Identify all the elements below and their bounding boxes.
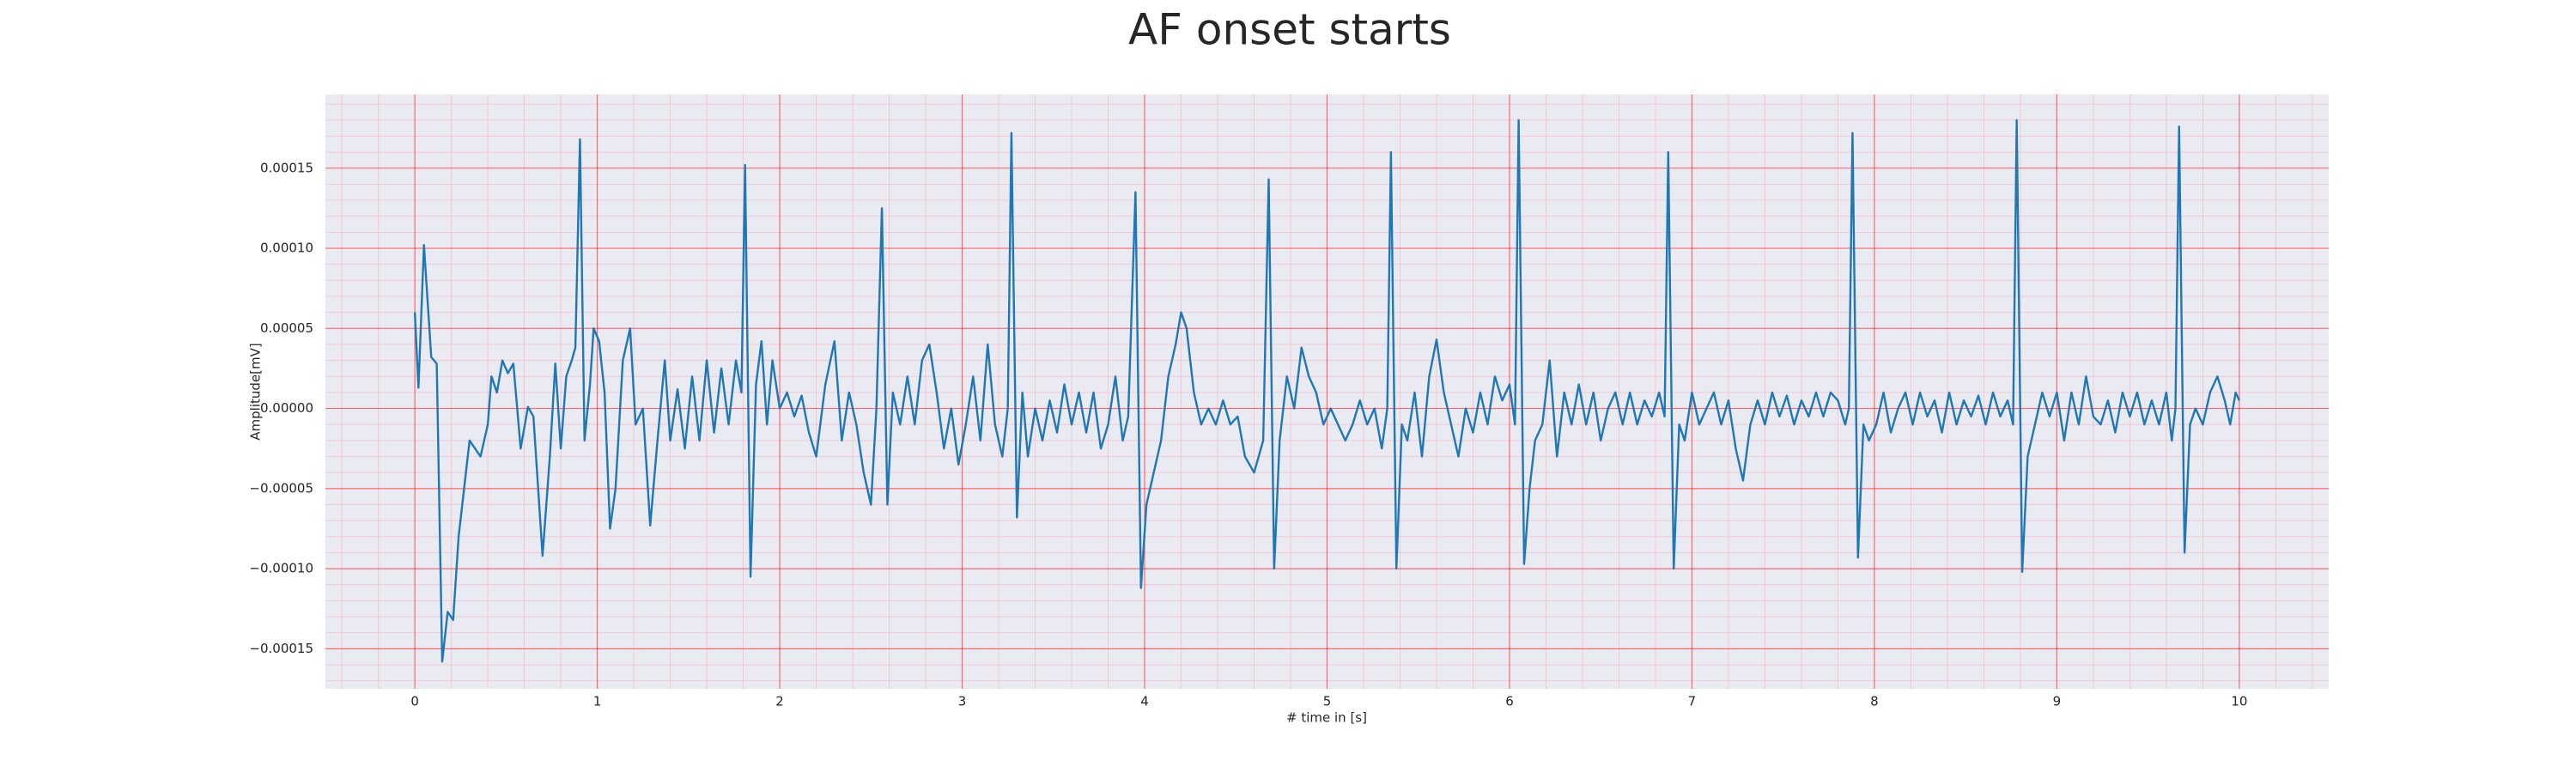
line-series bbox=[413, 119, 2240, 663]
y-tick-label: −0.00005 bbox=[249, 480, 313, 496]
x-tick-label: 1 bbox=[593, 694, 602, 709]
x-tick-label: 4 bbox=[1140, 694, 1149, 709]
x-tick-label: 8 bbox=[1870, 694, 1879, 709]
x-tick-label: 2 bbox=[775, 694, 784, 709]
y-tick-label: 0.00015 bbox=[260, 160, 313, 175]
chart-title: AF onset starts bbox=[1128, 5, 1451, 55]
y-tick-label: −0.00015 bbox=[249, 641, 313, 656]
x-tick-label: 5 bbox=[1323, 694, 1332, 709]
x-axis-label: # time in [s] bbox=[1286, 710, 1367, 726]
x-tick-label: 7 bbox=[1688, 694, 1697, 709]
y-axis-label: Amplitude[mV] bbox=[248, 343, 264, 440]
x-tick-label: 6 bbox=[1505, 694, 1514, 709]
y-tick-label: 0.00000 bbox=[260, 400, 313, 416]
labels: 0 1 2 3 4 5 6 7 8 9 10 −0.00015 −0.00010 −0.00005 0.00… bbox=[249, 160, 2247, 709]
x-tick-label: 9 bbox=[2053, 694, 2062, 709]
x-tick-label: 10 bbox=[2231, 694, 2247, 709]
x-tick-label: 0 bbox=[410, 694, 419, 709]
y-tick-label: 0.00010 bbox=[260, 240, 313, 256]
y-tick-label: −0.00010 bbox=[249, 561, 313, 576]
y-tick-label: 0.00005 bbox=[260, 320, 313, 336]
marks bbox=[413, 119, 2240, 663]
x-tick-label: 3 bbox=[958, 694, 967, 709]
